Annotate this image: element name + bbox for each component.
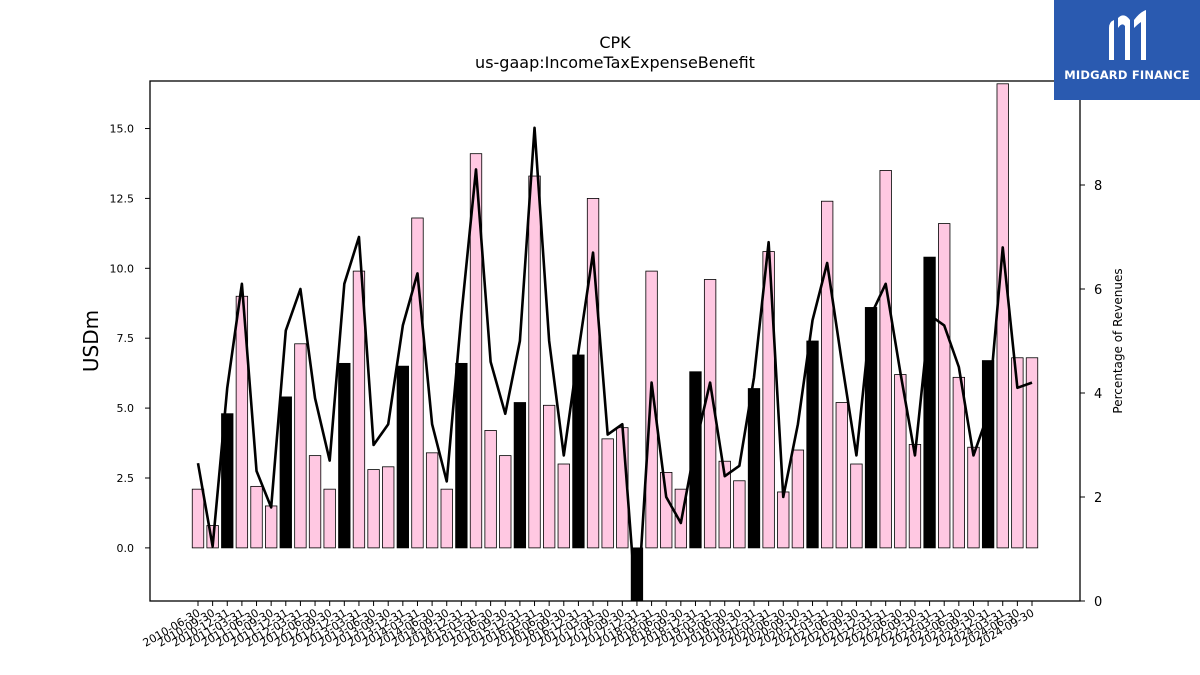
bar-2013-03-31 [352,270,366,549]
bar-2016-03-31 [528,175,541,549]
bar-2019-09-30 [733,480,746,549]
y2-tick-label: 2 [1094,491,1102,506]
bar-2024-09-30 [1025,357,1039,549]
bar-2014-09-30 [440,488,453,549]
y-tick-label: 5.0 [117,402,135,415]
bar-2018-06-30 [660,471,673,549]
bar-2011-06-30 [250,485,263,549]
bar-2011-09-30 [265,505,278,549]
bar-2016-06-30 [543,404,556,549]
y-tick-label: 10.0 [110,262,135,275]
bar-2015-12-31 [513,402,527,549]
bar-2024-06-30 [1011,357,1024,549]
y-axis-label: USDm [79,310,103,372]
bar-2018-12-31 [689,371,702,549]
bar-2019-06-30 [718,460,731,549]
percentage-line [196,126,1033,601]
bar-2023-03-31 [938,223,951,549]
bar-2024-03-31 [996,83,1009,549]
bar-2014-06-30 [425,452,439,549]
bar-2012-03-31 [294,343,307,549]
y2-tick-label: 4 [1094,387,1102,402]
bar-2017-06-30 [601,438,614,549]
bar-2010-06-30 [191,488,205,549]
bar-2021-12-31 [864,307,878,549]
bar-2020-09-30 [791,449,805,549]
bar-2015-06-30 [484,430,497,549]
bar-2012-09-30 [323,488,336,549]
bar-2023-06-30 [952,376,965,549]
bar-2016-09-30 [557,463,570,549]
bar-2018-03-31 [645,270,658,549]
bar-2022-03-31 [879,170,892,549]
bar-2012-06-30 [308,455,322,549]
chart-subtitle: us-gaap:IncomeTaxExpenseBenefit [475,53,755,72]
midgard-finance-logo: MIDGARD FINANCE [1054,0,1200,100]
y2-tick-label: 8 [1094,179,1102,194]
bar-2020-06-30 [777,491,790,549]
bar-2023-12-31 [981,360,995,549]
bar-2013-06-30 [367,469,380,549]
chart-title: CPK [599,33,631,52]
y-tick-label: 7.5 [117,332,135,345]
bar-2013-09-30 [382,466,395,549]
y2-axis-label: Percentage of Revenues [1111,268,1125,413]
bar-2012-12-31 [338,362,351,549]
y-tick-label: 0.0 [117,542,135,555]
bar-2013-12-31 [396,365,409,549]
bar-2014-12-31 [455,362,468,549]
y-tick-label: 12.5 [110,192,135,205]
bar-2019-12-31 [747,388,761,549]
logo-mark-icon [1109,10,1146,60]
bar-2021-03-31 [821,200,834,549]
y2-tick-label: 0 [1094,595,1102,610]
bar-2014-03-31 [411,217,424,549]
bar-2022-09-30 [908,444,922,549]
bar-2021-09-30 [850,463,863,549]
bar-2022-12-31 [923,256,936,549]
plot-frame [149,80,1081,602]
logo-text: MIDGARD FINANCE [1064,68,1190,82]
plot-area: 0.02.55.07.510.012.515.0024682010-06-302… [110,80,1102,650]
bar-2017-03-31 [586,198,600,549]
y-tick-label: 2.5 [117,472,135,485]
bar-2010-12-31 [221,413,234,549]
bar-2015-09-30 [499,455,512,549]
y2-tick-label: 6 [1094,283,1102,298]
bar-2023-09-30 [967,446,980,549]
bar-2021-06-30 [835,402,848,549]
bar-2015-03-31 [469,153,483,549]
bar-2020-12-31 [806,340,819,549]
y-tick-label: 15.0 [110,123,135,136]
bar-2017-12-31 [630,547,644,601]
bar-2011-12-31 [279,396,292,549]
